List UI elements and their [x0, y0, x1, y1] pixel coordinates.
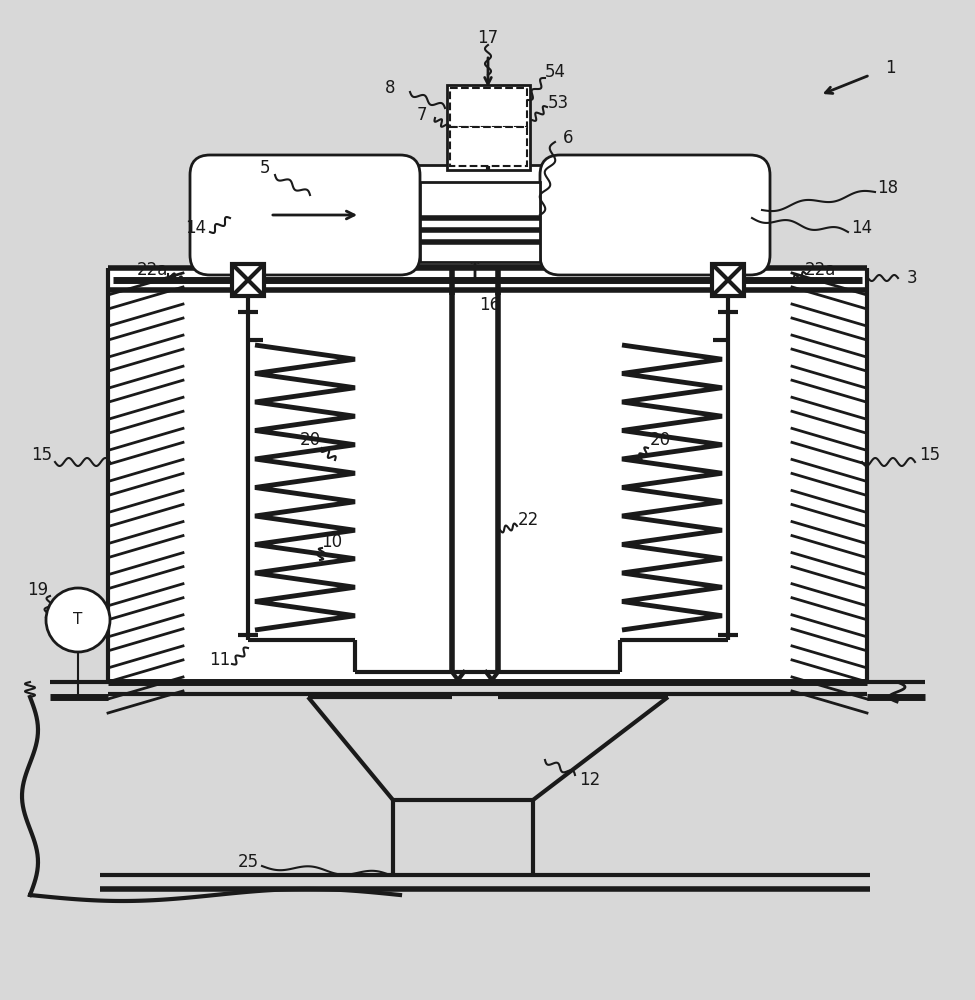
Text: 20: 20 — [649, 431, 671, 449]
Text: 3: 3 — [907, 269, 917, 287]
Text: 54: 54 — [544, 63, 566, 81]
Text: 10: 10 — [322, 533, 342, 551]
Text: 5: 5 — [259, 159, 270, 177]
Text: 15: 15 — [919, 446, 941, 464]
FancyBboxPatch shape — [540, 155, 770, 275]
Bar — [450, 88, 527, 127]
FancyBboxPatch shape — [190, 155, 420, 275]
Text: 7: 7 — [416, 106, 427, 124]
Text: 11: 11 — [210, 651, 231, 669]
Text: 14: 14 — [185, 219, 207, 237]
Circle shape — [46, 588, 110, 652]
Text: 25: 25 — [238, 853, 258, 871]
Text: 19: 19 — [27, 581, 49, 599]
Text: 8: 8 — [385, 79, 395, 97]
Text: 14: 14 — [851, 219, 873, 237]
Text: 20: 20 — [299, 431, 321, 449]
Text: T: T — [73, 612, 83, 628]
Text: 6: 6 — [563, 129, 573, 147]
Text: 53: 53 — [547, 94, 568, 112]
Text: 1: 1 — [884, 59, 895, 77]
Bar — [447, 85, 530, 170]
Text: 18: 18 — [878, 179, 899, 197]
Bar — [195, 165, 765, 265]
Bar — [232, 264, 264, 296]
Bar — [712, 264, 744, 296]
Text: 22: 22 — [518, 511, 538, 529]
Text: 22a: 22a — [136, 261, 168, 279]
Text: 15: 15 — [31, 446, 53, 464]
Text: 16: 16 — [480, 296, 500, 314]
Text: 17: 17 — [478, 29, 498, 47]
Bar — [450, 127, 527, 166]
Text: 12: 12 — [579, 771, 601, 789]
Bar — [108, 268, 867, 682]
Text: 22a: 22a — [804, 261, 836, 279]
Bar — [420, 182, 540, 262]
